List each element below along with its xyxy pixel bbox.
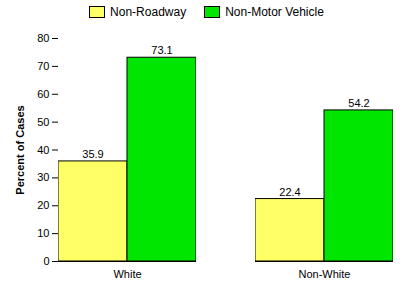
svg-text:70: 70	[37, 60, 49, 72]
svg-text:35.9: 35.9	[82, 148, 103, 160]
svg-text:73.1: 73.1	[151, 44, 172, 56]
svg-text:Percent of Cases: Percent of Cases	[14, 105, 26, 194]
svg-text:22.4: 22.4	[279, 186, 300, 198]
html-text:Non-Motor Vehicle: Non-Motor Vehicle	[225, 5, 324, 19]
svg-text:40: 40	[37, 144, 49, 156]
svg-text:54.2: 54.2	[348, 97, 369, 109]
svg-text:20: 20	[37, 199, 49, 211]
svg-text:60: 60	[37, 88, 49, 100]
svg-text:80: 80	[37, 32, 49, 44]
svg-text:10: 10	[37, 227, 49, 239]
svg-text:0: 0	[43, 255, 49, 267]
svg-text:30: 30	[37, 171, 49, 183]
svg-text:50: 50	[37, 116, 49, 128]
html-text:Non-Roadway: Non-Roadway	[110, 5, 187, 19]
svg-text:Non-White: Non-White	[299, 268, 351, 280]
svg-text:White: White	[113, 268, 141, 280]
